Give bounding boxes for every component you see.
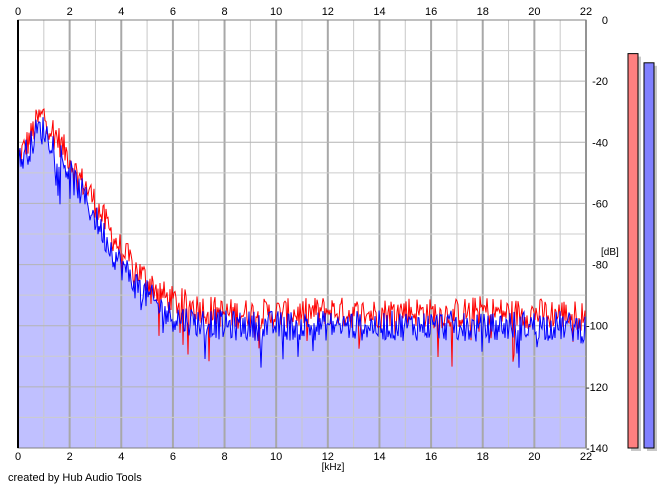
y-tick-label: -60 [592, 198, 608, 210]
x-tick-label-top: 12 [322, 6, 334, 18]
x-tick-label-top: 4 [118, 6, 124, 18]
x-tick-label-top: 10 [270, 6, 282, 18]
x-tick-label-bottom: 18 [477, 451, 489, 463]
x-tick-label-bottom: 12 [322, 451, 334, 463]
series-line-red [17, 108, 587, 367]
x-tick-label-bottom: 22 [580, 451, 592, 463]
x-tick-label-top: 18 [477, 6, 489, 18]
x-tick-label-bottom: 16 [425, 451, 437, 463]
y-tick-label: -40 [592, 137, 608, 149]
level-meter-left [627, 53, 639, 449]
x-tick-label-bottom: 20 [528, 451, 540, 463]
series-lines [17, 108, 587, 368]
spectrum-fill [18, 117, 586, 448]
level-meter-right [643, 62, 655, 449]
y-tick-label: 0 [602, 15, 608, 27]
x-tick-label-top: 14 [373, 6, 385, 18]
spectrum-fill-area [18, 117, 586, 448]
x-tick-label-top: 8 [221, 6, 227, 18]
series-line-blue [17, 117, 587, 368]
level-meters [627, 53, 657, 452]
x-tick-label-top: 20 [528, 6, 540, 18]
x-tick-label-bottom: 4 [118, 451, 124, 463]
y-tick-label: -20 [592, 76, 608, 88]
x-tick-label-top: 0 [15, 6, 21, 18]
x-tick-label-top: 6 [170, 6, 176, 18]
tick-labels: 002244668810101212141416161818202022220-… [15, 6, 608, 463]
plot-frame [17, 19, 587, 449]
x-tick-label-bottom: 0 [15, 451, 21, 463]
y-tick-label: -80 [592, 260, 608, 272]
x-tick-label-top: 2 [67, 6, 73, 18]
x-tick-label-bottom: 8 [221, 451, 227, 463]
x-tick-label-bottom: 2 [67, 451, 73, 463]
y-tick-label: -140 [586, 443, 608, 455]
credit-text: created by Hub Audio Tools [8, 472, 142, 484]
y-tick-label: -120 [586, 382, 608, 394]
y-axis-label: [dB] [601, 247, 619, 258]
x-axis-label: [kHz] [322, 462, 345, 473]
x-tick-label-bottom: 14 [373, 451, 385, 463]
x-tick-label-bottom: 6 [170, 451, 176, 463]
grid [17, 19, 587, 449]
x-tick-label-bottom: 10 [270, 451, 282, 463]
y-tick-label: -100 [586, 321, 608, 333]
x-tick-label-top: 22 [580, 6, 592, 18]
x-tick-label-top: 16 [425, 6, 437, 18]
